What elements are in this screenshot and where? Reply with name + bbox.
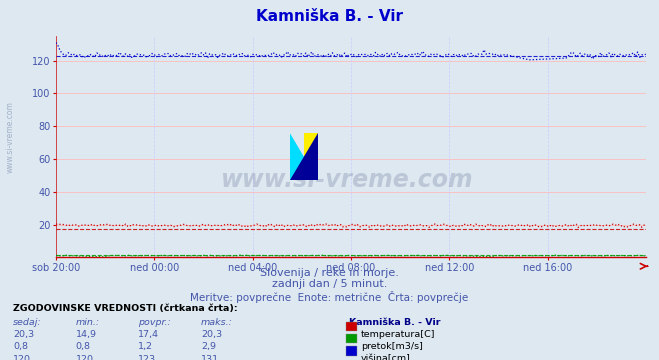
Text: pretok[m3/s]: pretok[m3/s]: [361, 342, 423, 351]
Text: 131: 131: [201, 355, 219, 360]
Text: 20,3: 20,3: [201, 330, 222, 339]
Text: Kamniška B. - Vir: Kamniška B. - Vir: [349, 318, 441, 327]
Bar: [304, 133, 318, 157]
Text: 120: 120: [76, 355, 94, 360]
Text: 1,2: 1,2: [138, 342, 154, 351]
Text: Kamniška B. - Vir: Kamniška B. - Vir: [256, 9, 403, 24]
Text: 123: 123: [138, 355, 157, 360]
Text: Meritve: povprečne  Enote: metrične  Črta: povprečje: Meritve: povprečne Enote: metrične Črta:…: [190, 291, 469, 302]
Text: temperatura[C]: temperatura[C]: [361, 330, 436, 339]
Polygon shape: [290, 133, 318, 180]
Text: min.:: min.:: [76, 318, 100, 327]
Text: ZGODOVINSKE VREDNOSTI (črtkana črta):: ZGODOVINSKE VREDNOSTI (črtkana črta):: [13, 304, 238, 313]
Text: 17,4: 17,4: [138, 330, 159, 339]
Text: 0,8: 0,8: [13, 342, 28, 351]
Text: www.si-vreme.com: www.si-vreme.com: [5, 101, 14, 173]
Text: 2,9: 2,9: [201, 342, 216, 351]
Text: zadnji dan / 5 minut.: zadnji dan / 5 minut.: [272, 279, 387, 289]
Text: www.si-vreme.com: www.si-vreme.com: [221, 168, 474, 192]
Polygon shape: [290, 133, 318, 180]
Text: 14,9: 14,9: [76, 330, 97, 339]
Text: 120: 120: [13, 355, 31, 360]
Text: 20,3: 20,3: [13, 330, 34, 339]
Text: višina[cm]: višina[cm]: [361, 355, 411, 360]
Text: 0,8: 0,8: [76, 342, 91, 351]
Text: Slovenija / reke in morje.: Slovenija / reke in morje.: [260, 268, 399, 278]
Text: maks.:: maks.:: [201, 318, 233, 327]
Text: povpr.:: povpr.:: [138, 318, 171, 327]
Text: sedaj:: sedaj:: [13, 318, 42, 327]
